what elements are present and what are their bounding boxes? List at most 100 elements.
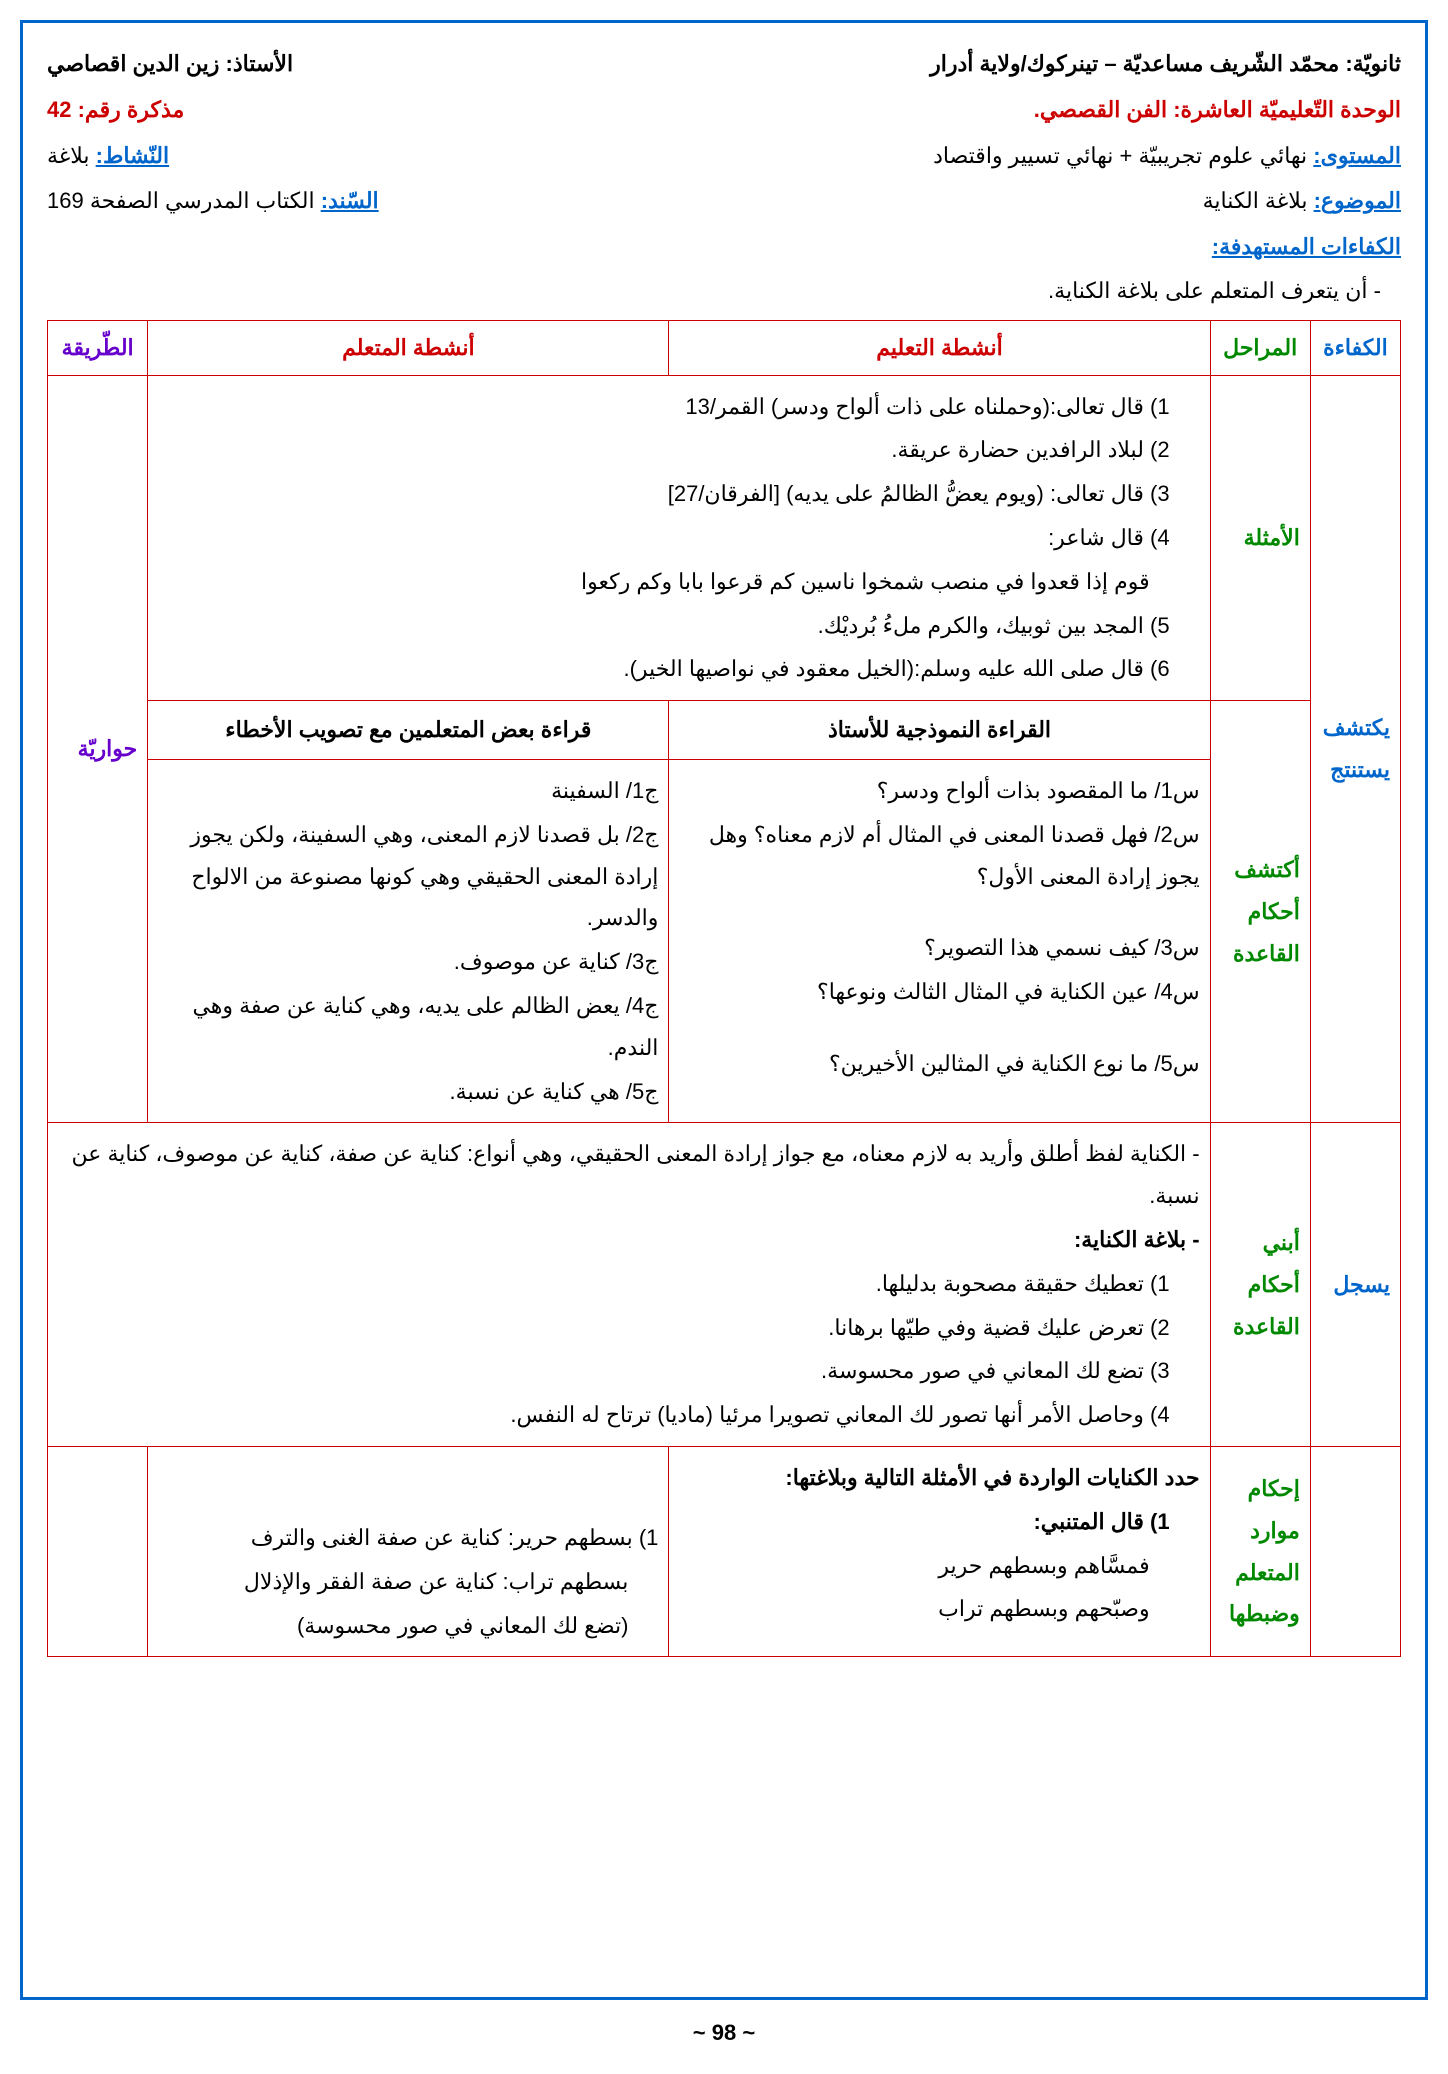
spacer bbox=[158, 1455, 658, 1515]
kafa-record: يسجل bbox=[1310, 1123, 1400, 1447]
rb3: 3) تضع لك المعاني في صور محسوسة. bbox=[58, 1350, 1170, 1392]
tariqa-text: حواريّة bbox=[78, 736, 138, 761]
th-taalim: أنشطة التعليم bbox=[669, 320, 1210, 375]
a5: ج5/ هي كناية عن نسبة. bbox=[158, 1071, 658, 1113]
practice-row: إحكام موارد المتعلم وضبطها حدد الكنايات … bbox=[48, 1446, 1401, 1656]
th-mutaalim: أنشطة المتعلم bbox=[148, 320, 669, 375]
taalim-subhead: القراءة النموذجية للأستاذ bbox=[669, 701, 1210, 760]
competency-item: - أن يتعرف المتعلم على بلاغة الكناية. bbox=[47, 270, 1381, 312]
rule-intro: - الكناية لفظ أطلق وأريد به لازم معناه، … bbox=[58, 1133, 1200, 1217]
marahel-p-c: المتعلم bbox=[1221, 1552, 1300, 1594]
source-text: الكتاب المدرسي الصفحة 169 bbox=[47, 188, 321, 213]
unit-label: الوحدة التّعليميّة العاشرة: bbox=[1173, 97, 1401, 122]
page-container: ثانويّة: محمّد الشّريف مساعديّة – تينركو… bbox=[20, 20, 1428, 2000]
marahel-discover-rule: أكتشف أحكام القاعدة bbox=[1210, 701, 1310, 1123]
rb4: 4) وحاصل الأمر أنها تصور لك المعاني تصوي… bbox=[58, 1394, 1170, 1436]
practice-right: 1) بسطهم حرير: كناية عن صفة الغنى والترف… bbox=[148, 1446, 669, 1656]
kafa-cell-1: يكتشف يستنتج bbox=[1310, 375, 1400, 1123]
th-marahel: المراحل bbox=[1210, 320, 1310, 375]
pl1: 1) قال المتنبي: bbox=[679, 1501, 1169, 1543]
teacher-name: زين الدين اقصاصي bbox=[47, 51, 226, 76]
kafa-practice bbox=[1310, 1446, 1400, 1656]
a3: ج3/ كناية عن موصوف. bbox=[158, 941, 658, 983]
practice-left: حدد الكنايات الواردة في الأمثلة التالية … bbox=[669, 1446, 1210, 1656]
ex4b: قوم إذا قعدوا في منصب شمخوا ناسين كم قرع… bbox=[158, 561, 1149, 603]
marahel-p-b: موارد bbox=[1221, 1510, 1300, 1552]
school-name: ثانويّة: محمّد الشّريف مساعديّة – تينركو… bbox=[930, 43, 1401, 85]
a4: ج4/ يعض الظالم على يديه، وهي كناية عن صف… bbox=[158, 985, 658, 1069]
tariqa-practice bbox=[48, 1446, 148, 1656]
rule-sub: - بلاغة الكناية: bbox=[58, 1219, 1200, 1261]
practice-head: حدد الكنايات الواردة في الأمثلة التالية … bbox=[679, 1457, 1199, 1499]
note-block: مذكرة رقم: 42 bbox=[47, 89, 184, 131]
marahel-discover: أكتشف bbox=[1221, 849, 1300, 891]
marahel-build-b: القاعدة bbox=[1221, 1306, 1300, 1348]
rb1: 1) تعطيك حقيقة مصحوبة بدليلها. bbox=[58, 1263, 1170, 1305]
ex2: 2) لبلاد الرافدين حضارة عريقة. bbox=[158, 429, 1169, 471]
kafa-conclude: يستنتج bbox=[1321, 749, 1390, 791]
competencies-label: الكفاءات المستهدفة: bbox=[47, 226, 1401, 268]
note-label: مذكرة رقم: bbox=[78, 97, 185, 122]
ex5: 5) المجد بين ثوبيك، والكرم ملءُ بُرديْك. bbox=[158, 605, 1169, 647]
pl2: فمسَّاهم وبسطهم حرير bbox=[679, 1545, 1149, 1587]
topic-text: بلاغة الكناية bbox=[1203, 188, 1314, 213]
q5: س5/ ما نوع الكناية في المثالين الأخيرين؟ bbox=[679, 1043, 1199, 1085]
header-row-1: ثانويّة: محمّد الشّريف مساعديّة – تينركو… bbox=[47, 43, 1401, 85]
marahel-p-a: إحكام bbox=[1221, 1468, 1300, 1510]
level-label: المستوى: bbox=[1313, 143, 1401, 168]
marahel-build-rule: أبني أحكام القاعدة bbox=[1210, 1123, 1310, 1447]
a1: ج1/ السفينة bbox=[158, 770, 658, 812]
source-label: السّند: bbox=[321, 188, 379, 213]
taalim-subhead-text: القراءة النموذجية للأستاذ bbox=[679, 709, 1199, 751]
activity-block: النّشاط: بلاغة bbox=[47, 135, 169, 177]
ex6: 6) قال صلى الله عليه وسلم:(الخيل معقود ف… bbox=[158, 648, 1169, 690]
tariqa-cell: حواريّة bbox=[48, 375, 148, 1123]
pr2: بسطهم تراب: كناية عن صفة الفقر والإذلال bbox=[158, 1561, 628, 1603]
pr3: (تضع لك المعاني في صور محسوسة) bbox=[158, 1605, 628, 1647]
teacher-label: الأستاذ: bbox=[226, 51, 294, 76]
pr1: 1) بسطهم حرير: كناية عن صفة الغنى والترف bbox=[158, 1517, 658, 1559]
ex3: 3) قال تعالى: (ويوم يعضُّ الظالمُ على يد… bbox=[158, 473, 1169, 515]
lesson-table: الكفاءة المراحل أنشطة التعليم أنشطة المت… bbox=[47, 320, 1401, 1658]
marahel-rules: أحكام bbox=[1221, 891, 1300, 933]
header-row-4: الموضوع: بلاغة الكناية السّند: الكتاب ال… bbox=[47, 180, 1401, 222]
topic-block: الموضوع: بلاغة الكناية bbox=[1203, 180, 1401, 222]
q1: س1/ ما المقصود بذات ألواح ودسر؟ bbox=[679, 770, 1199, 812]
examples-content: 1) قال تعالى:(وحملناه على ذات ألواح ودسر… bbox=[148, 375, 1210, 701]
competency-text: أن يتعرف المتعلم على بلاغة الكناية. bbox=[1048, 278, 1368, 303]
mutaalim-subhead-text: قراءة بعض المتعلمين مع تصويب الأخطاء bbox=[158, 709, 658, 751]
unit-text: الفن القصصي. bbox=[1034, 97, 1173, 122]
unit-block: الوحدة التّعليميّة العاشرة: الفن القصصي. bbox=[1034, 89, 1401, 131]
th-tariqa: الطّريقة bbox=[48, 320, 148, 375]
rule-row: يسجل أبني أحكام القاعدة - الكناية لفظ أط… bbox=[48, 1123, 1401, 1447]
questions-cell: س1/ ما المقصود بذات ألواح ودسر؟ س2/ فهل … bbox=[669, 759, 1210, 1122]
mutaalim-subhead: قراءة بعض المتعلمين مع تصويب الأخطاء bbox=[148, 701, 669, 760]
topic-label: الموضوع: bbox=[1314, 188, 1401, 213]
header-row-3: المستوى: نهائي علوم تجريبيّة + نهائي تسي… bbox=[47, 135, 1401, 177]
note-num: 42 bbox=[47, 97, 78, 122]
level-text: نهائي علوم تجريبيّة + نهائي تسيير واقتصا… bbox=[933, 143, 1313, 168]
th-kafa: الكفاءة bbox=[1310, 320, 1400, 375]
a2: ج2/ بل قصدنا لازم المعنى، وهي السفينة، و… bbox=[158, 814, 658, 939]
marahel-examples-text: الأمثلة bbox=[1244, 525, 1300, 550]
source-block: السّند: الكتاب المدرسي الصفحة 169 bbox=[47, 180, 379, 222]
q4: س4/ عين الكناية في المثال الثالث ونوعها؟ bbox=[679, 971, 1199, 1013]
marahel-base: القاعدة bbox=[1221, 933, 1300, 975]
marahel-practice: إحكام موارد المتعلم وضبطها bbox=[1210, 1446, 1310, 1656]
marahel-p-d: وضبطها bbox=[1221, 1593, 1300, 1635]
q3: س3/ كيف نسمي هذا التصوير؟ bbox=[679, 927, 1199, 969]
ex1: 1) قال تعالى:(وحملناه على ذات ألواح ودسر… bbox=[158, 386, 1169, 428]
rule-content: - الكناية لفظ أطلق وأريد به لازم معناه، … bbox=[48, 1123, 1211, 1447]
examples-row: يكتشف يستنتج الأمثلة 1) قال تعالى:(وحملن… bbox=[48, 375, 1401, 701]
kafa-record-text: يسجل bbox=[1333, 1272, 1390, 1297]
header-row-2: الوحدة التّعليميّة العاشرة: الفن القصصي.… bbox=[47, 89, 1401, 131]
pl3: وصبّحهم وبسطهم تراب bbox=[679, 1588, 1149, 1630]
activity-label: النّشاط: bbox=[96, 143, 169, 168]
activity-text: بلاغة bbox=[47, 143, 96, 168]
table-header-row: الكفاءة المراحل أنشطة التعليم أنشطة المت… bbox=[48, 320, 1401, 375]
ex4: 4) قال شاعر: bbox=[158, 517, 1169, 559]
level-block: المستوى: نهائي علوم تجريبيّة + نهائي تسي… bbox=[933, 135, 1401, 177]
answers-cell: ج1/ السفينة ج2/ بل قصدنا لازم المعنى، وه… bbox=[148, 759, 669, 1122]
rb2: 2) تعرض عليك قضية وفي طيّها برهانا. bbox=[58, 1307, 1170, 1349]
teacher-block: الأستاذ: زين الدين اقصاصي bbox=[47, 43, 293, 85]
